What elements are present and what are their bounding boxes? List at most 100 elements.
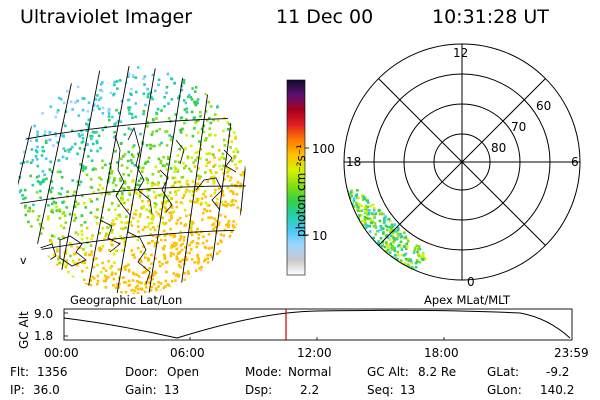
polar-pixel — [388, 270, 391, 273]
polar-pixel — [413, 246, 417, 250]
geo-pixel — [150, 285, 153, 289]
geo-pixel — [177, 274, 181, 277]
polar-pixel — [392, 236, 395, 240]
geo-pixel — [92, 191, 96, 194]
geo-pixel — [169, 167, 173, 170]
geo-pixel — [189, 144, 193, 148]
geo-pixel — [147, 199, 150, 203]
geo-pixel — [173, 244, 176, 248]
polar-pixel — [372, 249, 376, 252]
geo-pixel — [21, 194, 24, 197]
geo-pixel — [83, 202, 86, 205]
geo-pixel — [140, 188, 143, 192]
geo-pixel — [204, 201, 208, 205]
geo-pixel — [186, 155, 190, 159]
geo-pixel — [208, 117, 211, 120]
geo-pixel — [85, 283, 89, 286]
geo-pixel — [123, 201, 126, 205]
geo-pixel — [205, 152, 208, 156]
geo-pixel — [122, 173, 125, 176]
geo-pixel — [43, 133, 46, 137]
geo-pixel — [118, 79, 122, 82]
polar-pixel — [421, 254, 425, 257]
geo-pixel — [178, 180, 182, 184]
geo-pixel — [230, 230, 233, 233]
geo-pixel — [174, 113, 177, 116]
polar-pixel — [378, 261, 381, 264]
polar-pixel — [354, 225, 357, 229]
polar-pixel — [416, 247, 420, 251]
geo-pixel — [205, 137, 208, 140]
geo-pixel — [158, 127, 161, 131]
geo-pixel — [170, 279, 174, 283]
geo-pixel — [121, 195, 124, 198]
polar-pixel — [359, 242, 362, 245]
geo-pixel — [132, 216, 135, 220]
geo-pixel — [107, 110, 110, 113]
polar-pixel — [352, 199, 356, 203]
geo-pixel — [216, 105, 219, 109]
geo-pixel — [119, 120, 123, 123]
geo-pixel — [158, 215, 162, 218]
geo-pixel — [193, 261, 197, 264]
geo-pixel — [180, 84, 184, 88]
geo-pixel — [230, 183, 234, 187]
geo-pixel — [231, 199, 234, 202]
polar-pixel — [396, 272, 400, 275]
polar-pixel — [360, 237, 364, 240]
geo-pixel — [67, 148, 70, 152]
geo-pixel — [24, 204, 27, 208]
polar-pixel — [375, 260, 378, 263]
geo-pixel — [152, 226, 155, 229]
geo-pixel — [236, 150, 240, 154]
geo-pixel — [92, 277, 96, 280]
geo-pixel — [82, 248, 85, 251]
geo-pixel — [151, 239, 154, 243]
geo-pixel — [56, 109, 60, 112]
geo-pixel — [162, 155, 165, 159]
geo-pixel — [200, 201, 203, 205]
geo-pixel — [41, 170, 45, 173]
polar-pixel — [366, 201, 370, 204]
time-label: 10:31:28 UT — [432, 6, 549, 28]
geo-pixel — [74, 101, 77, 104]
geo-pixel — [181, 196, 185, 200]
geo-pixel — [58, 261, 62, 265]
geo-pixel — [155, 289, 158, 292]
geo-pixel — [150, 262, 153, 265]
geo-pixel — [128, 193, 132, 196]
geo-pixel — [120, 99, 124, 103]
geo-pixel — [82, 164, 85, 168]
geo-pixel — [176, 168, 179, 171]
polar-pixel — [346, 208, 350, 211]
polar-pixel — [396, 250, 400, 254]
geo-pixel — [203, 190, 207, 193]
geo-pixel — [134, 209, 138, 212]
geo-pixel — [136, 291, 140, 294]
polar-pixel — [404, 258, 408, 261]
geo-pixel — [195, 86, 198, 89]
geo-pixel — [108, 176, 111, 179]
geo-pixel — [222, 203, 225, 207]
geo-pixel — [204, 110, 208, 113]
ip-value: 36.0 — [33, 383, 60, 397]
geo-pixel — [62, 236, 66, 240]
geo-pixel — [174, 167, 177, 171]
geo-pixel — [56, 141, 60, 144]
polar-pixel — [391, 235, 395, 239]
polar-pixel — [417, 254, 421, 258]
geo-pixel — [232, 150, 235, 154]
geo-pixel — [196, 260, 200, 264]
geo-pixel — [78, 147, 82, 150]
geo-pixel — [234, 228, 238, 232]
polar-pixel — [348, 204, 352, 207]
geo-pixel — [155, 117, 158, 120]
geo-pixel — [172, 235, 176, 238]
geo-pixel — [151, 97, 154, 101]
geo-pixel — [166, 72, 170, 76]
geo-pixel — [106, 226, 109, 229]
geo-pixel — [35, 138, 38, 142]
geo-pixel — [156, 183, 160, 187]
geo-pixel — [127, 150, 131, 154]
geo-pixel — [193, 100, 196, 104]
